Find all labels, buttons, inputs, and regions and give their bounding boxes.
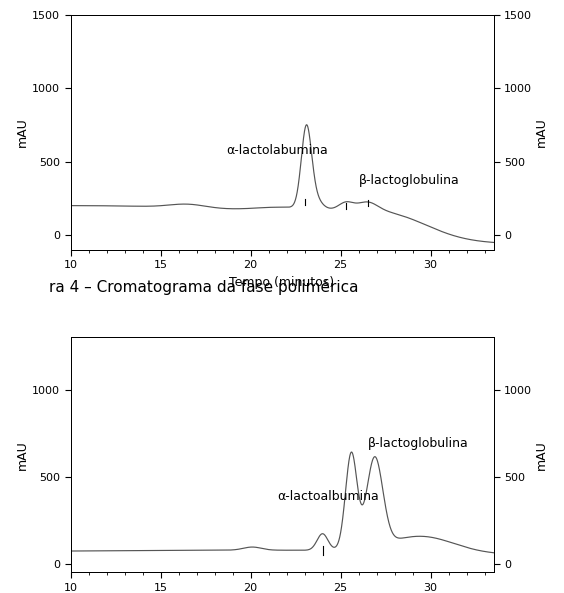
Text: α-lactolabumina: α-lactolabumina bbox=[227, 144, 328, 157]
Text: α-lactoalbumina: α-lactoalbumina bbox=[277, 490, 379, 503]
Y-axis label: mAU: mAU bbox=[535, 117, 548, 147]
Text: β-lactoglobulina: β-lactoglobulina bbox=[359, 174, 459, 187]
Text: β-lactoglobulina: β-lactoglobulina bbox=[368, 438, 468, 451]
Y-axis label: mAU: mAU bbox=[16, 440, 29, 470]
Y-axis label: mAU: mAU bbox=[16, 117, 29, 147]
Y-axis label: mAU: mAU bbox=[535, 440, 548, 470]
Text: ra 4 – Cromatograma da fase polimérica: ra 4 – Cromatograma da fase polimérica bbox=[50, 279, 359, 295]
X-axis label: Tempo (minutos): Tempo (minutos) bbox=[230, 276, 334, 289]
